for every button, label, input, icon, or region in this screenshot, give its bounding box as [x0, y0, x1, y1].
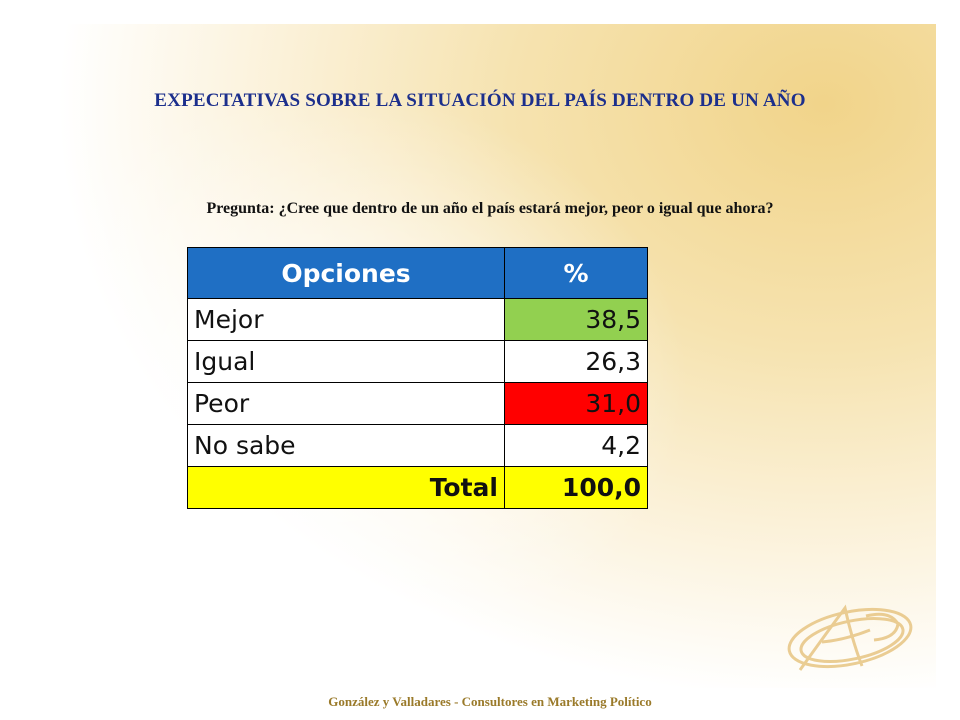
table-header-row: Opciones %: [187, 247, 648, 299]
company-logo-icon: [787, 604, 913, 671]
table-row: Mejor 38,5: [187, 298, 648, 341]
row-option-igual: Igual: [187, 340, 505, 383]
table-row: No sabe 4,2: [187, 424, 648, 467]
table-total-row: Total 100,0: [187, 466, 648, 509]
header-options: Opciones: [187, 247, 505, 299]
footer-credit: González y Valladares - Consultores en M…: [328, 694, 652, 709]
table-row: Igual 26,3: [187, 340, 648, 383]
row-option-no-sabe: No sabe: [187, 424, 505, 467]
results-table: Opciones % Mejor 38,5 Igual 26,3 Peor 31…: [187, 247, 648, 509]
page-title: EXPECTATIVAS SOBRE LA SITUACIÓN DEL PAÍS…: [154, 90, 806, 111]
row-option-peor: Peor: [187, 382, 505, 425]
table-row: Peor 31,0: [187, 382, 648, 425]
row-option-mejor: Mejor: [187, 298, 505, 341]
survey-question: Pregunta: ¿Cree que dentro de un año el …: [206, 200, 774, 217]
row-value-no-sabe: 4,2: [504, 424, 648, 467]
total-value: 100,0: [504, 466, 648, 509]
row-value-mejor: 38,5: [504, 298, 648, 341]
row-value-igual: 26,3: [504, 340, 648, 383]
total-label: Total: [187, 466, 505, 509]
header-percent: %: [504, 247, 648, 299]
row-value-peor: 31,0: [504, 382, 648, 425]
